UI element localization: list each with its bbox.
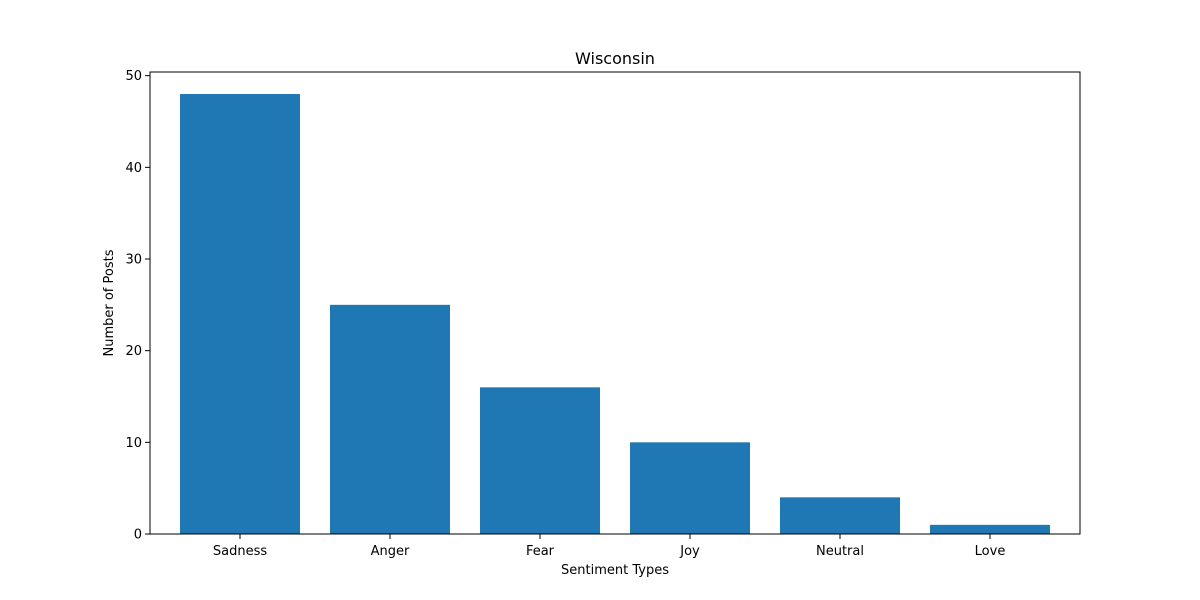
x-axis-ticks: Sadness Anger Fear Joy Neutral Love — [213, 534, 1005, 559]
bars-group — [180, 94, 1050, 534]
x-axis-label: Sentiment Types — [561, 563, 669, 578]
bar-sadness — [180, 94, 300, 534]
x-tick-label: Anger — [371, 544, 410, 559]
bar-joy — [630, 442, 750, 534]
x-tick-label: Joy — [679, 544, 700, 559]
y-tick-label: 10 — [125, 436, 142, 451]
x-tick-label: Sadness — [213, 544, 267, 559]
x-tick-label: Fear — [526, 544, 555, 559]
y-tick-label: 0 — [134, 528, 142, 543]
y-axis-label: Number of Posts — [102, 249, 117, 356]
y-tick-label: 40 — [125, 161, 142, 176]
bar-fear — [480, 387, 600, 534]
y-tick-label: 20 — [125, 344, 142, 359]
chart-title: Wisconsin — [575, 49, 655, 68]
bar-love — [930, 524, 1050, 534]
x-tick-label: Love — [975, 544, 1006, 559]
y-tick-label: 30 — [125, 253, 142, 268]
bar-neutral — [780, 497, 900, 534]
x-tick-label: Neutral — [816, 544, 864, 559]
bar-anger — [330, 304, 450, 534]
y-tick-label: 50 — [125, 69, 142, 84]
plot-frame — [149, 71, 1081, 535]
y-axis-ticks: 0 10 20 30 40 50 — [125, 69, 150, 543]
